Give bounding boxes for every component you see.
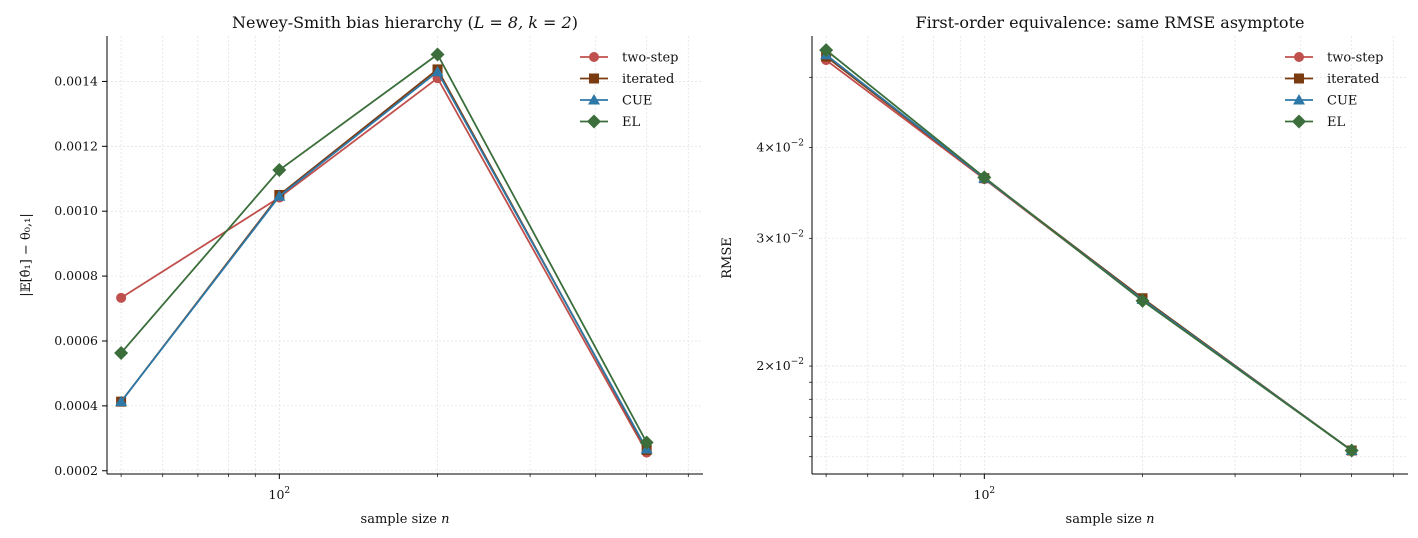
bias-chart-series-EL [114,47,654,450]
bias-chart-y-label: |𝔼[θ̂₁] − θ₀,₁| [19,213,34,296]
bias-chart-x-ticks: 102 [120,474,689,502]
rmse-chart-legend-item-EL: EL [1285,114,1345,130]
bias-chart-legend-marker [589,73,599,84]
rmse-chart-title: First-order equivalence: same RMSE asymp… [916,13,1305,32]
bias-chart-legend-marker [589,52,599,62]
rmse-chart-legend-item-iterated: iterated [1285,72,1379,87]
bias-chart-legend-item-two-step: two-step [580,51,678,66]
bias-chart-point-EL [272,162,287,177]
rmse-chart-series-iterated [821,51,1357,456]
bias-chart-point-EL [639,435,654,450]
bias-chart-legend-item-CUE: CUE [580,94,652,109]
bias-chart-series-CUE [115,65,653,454]
rmse-chart-point-EL [977,170,992,185]
bias-chart-y-ticks: 0.0002 0.0004 0.0006 0.0008 0.0010 0.0012 0.00… [54,73,107,478]
bias-chart-title: Newey-Smith bias hierarchy (L = 8, k = 2… [232,13,578,32]
bias-chart-y-tick-label: 0.0014 [54,73,98,88]
bias-chart-legend-label: two-step [622,51,678,66]
bias-chart-x-tick-label: 102 [269,486,291,502]
bias-chart-series-line-CUE [120,70,648,450]
rmse-chart-series-line-EL [825,49,1353,452]
bias-chart-series-line-EL [120,53,648,443]
rmse-chart-series-EL [819,43,1359,458]
rmse-chart-y-tick-label: 2×10−2 [756,357,804,373]
bias-chart-point-CUE [273,190,286,201]
bias-chart-point-two-step [116,292,127,303]
rmse-chart-legend-marker [1294,52,1304,62]
rmse-chart-y-tick-label: 4×10−2 [756,139,804,155]
rmse-chart: 2×10−2 3×10−2 4×10−2 102 First-order equiv… [720,13,1408,527]
bias-chart-point-CUE [115,395,128,407]
rmse-chart-series [819,43,1359,458]
bias-chart-y-tick-label: 0.0006 [54,333,98,348]
rmse-chart-legend-label: EL [1327,115,1345,130]
rmse-chart-point-EL [1135,293,1150,308]
bias-chart-series-line-iterated [120,68,648,451]
bias-chart-legend: two-step iterated CUE EL [580,51,678,130]
rmse-chart-y-ticks: 2×10−2 3×10−2 4×10−2 [756,76,812,458]
bias-chart-legend-label: EL [622,115,640,130]
rmse-chart-legend-label: iterated [1327,72,1379,87]
bias-chart-legend-marker [588,94,600,105]
rmse-chart-x-tick-label: 102 [974,486,996,502]
bias-chart-point-CUE [431,65,444,77]
bias-chart-legend-item-EL: EL [580,114,640,130]
bias-chart-y-tick-label: 0.0010 [54,203,98,218]
rmse-chart-legend: two-step iterated CUE EL [1285,51,1383,130]
rmse-chart-y-label: RMSE [720,237,735,279]
bias-chart-legend-marker [587,114,601,129]
bias-chart-legend-label: iterated [622,72,674,87]
rmse-chart-legend-item-two-step: two-step [1285,51,1383,66]
rmse-chart-x-label: sample size n [1066,512,1155,527]
rmse-chart-grid [812,36,1408,474]
rmse-chart-legend-label: two-step [1327,51,1383,66]
bias-chart-y-tick-label: 0.0002 [54,463,98,478]
bias-chart-x-label: sample size n [361,512,450,527]
rmse-chart-y-tick-label: 3×10−2 [756,229,804,245]
rmse-chart-x-ticks: 102 [825,474,1394,502]
bias-chart-series [114,47,654,458]
bias-chart-point-EL [430,47,445,62]
bias-chart: 0.0002 0.0004 0.0006 0.0008 0.0010 0.0012 0.00… [19,13,703,527]
bias-chart-point-EL [114,345,129,360]
rmse-chart-legend-marker [1294,73,1304,84]
rmse-chart-legend-item-CUE: CUE [1285,94,1357,109]
bias-chart-legend-item-iterated: iterated [580,72,674,87]
rmse-chart-legend-marker [1293,94,1305,105]
bias-chart-y-tick-label: 0.0008 [54,268,98,283]
bias-chart-y-tick-label: 0.0012 [54,138,98,153]
rmse-chart-series-line-two-step [825,59,1353,452]
bias-chart-series-line-two-step [120,76,648,454]
bias-chart-y-tick-label: 0.0004 [54,398,98,413]
bias-chart-legend-label: CUE [622,94,652,109]
rmse-chart-point-EL [819,43,834,58]
bias-chart-series-iterated [116,64,652,455]
rmse-chart-legend-label: CUE [1327,94,1357,109]
rmse-chart-legend-marker [1292,114,1306,129]
rmse-chart-point-EL [1344,443,1359,458]
bias-chart-grid [107,36,703,474]
